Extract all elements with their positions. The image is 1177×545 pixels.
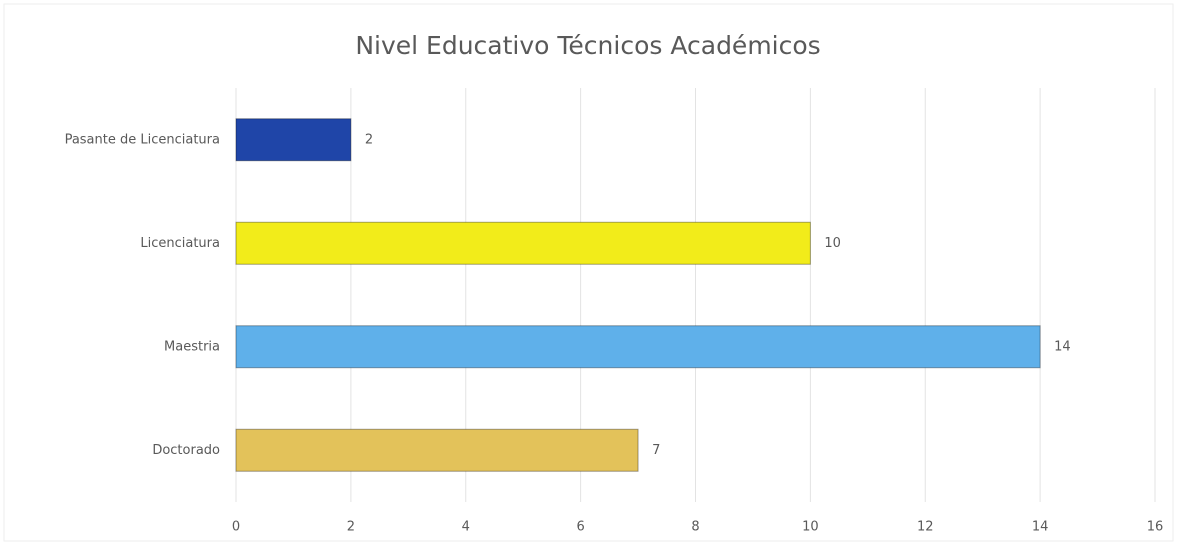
x-tick-label: 0 bbox=[232, 520, 240, 535]
bar bbox=[235, 428, 639, 472]
bar bbox=[235, 325, 1041, 369]
x-tick-label: 14 bbox=[1032, 520, 1049, 535]
x-tick-label: 8 bbox=[691, 520, 699, 535]
x-tick-label: 6 bbox=[576, 520, 584, 535]
y-tick-label: Doctorado bbox=[152, 443, 220, 458]
chart-title: Nivel Educativo Técnicos Académicos bbox=[355, 31, 820, 60]
x-tick-label: 10 bbox=[802, 520, 819, 535]
y-tick-label: Licenciatura bbox=[140, 236, 220, 251]
data-label: 2 bbox=[365, 132, 373, 147]
y-tick-label: Pasante de Licenciatura bbox=[65, 132, 220, 147]
bar bbox=[235, 221, 811, 265]
x-tick-label: 4 bbox=[462, 520, 470, 535]
x-tick-label: 2 bbox=[347, 520, 355, 535]
x-tick-label: 16 bbox=[1147, 520, 1164, 535]
y-tick-label: Maestria bbox=[164, 339, 220, 354]
data-label: 7 bbox=[652, 443, 660, 458]
data-label: 14 bbox=[1054, 339, 1071, 354]
bar bbox=[235, 118, 352, 162]
x-tick-label: 12 bbox=[917, 520, 934, 535]
data-label: 10 bbox=[824, 236, 841, 251]
